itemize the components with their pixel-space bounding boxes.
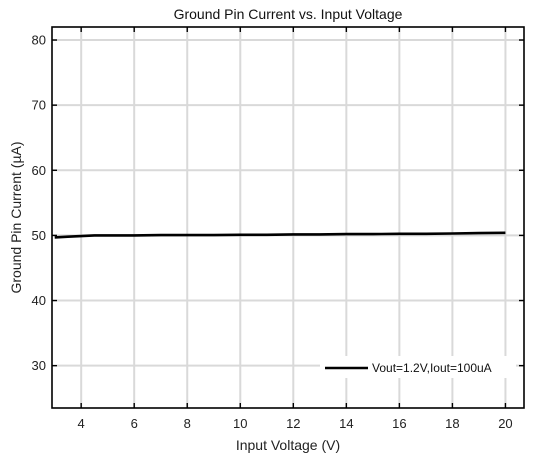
x-tick-label: 20 bbox=[498, 416, 512, 431]
x-tick-label: 8 bbox=[184, 416, 191, 431]
y-axis-title: Ground Pin Current (µA) bbox=[8, 141, 24, 293]
y-tick-label: 70 bbox=[32, 98, 46, 113]
x-tick-label: 16 bbox=[392, 416, 406, 431]
series-group bbox=[54, 231, 506, 239]
chart-title: Ground Pin Current vs. Input Voltage bbox=[174, 6, 403, 22]
series-line bbox=[54, 231, 506, 239]
y-tick-label: 50 bbox=[32, 228, 46, 243]
legend-label: Vout=1.2V,Iout=100uA bbox=[372, 361, 492, 375]
y-tick-label: 80 bbox=[32, 33, 46, 48]
x-tick-label: 4 bbox=[78, 416, 85, 431]
legend-background bbox=[320, 356, 516, 378]
x-tick-label: 18 bbox=[445, 416, 459, 431]
y-tick-label: 60 bbox=[32, 163, 46, 178]
plot-frame bbox=[51, 26, 525, 409]
x-tick-label: 14 bbox=[339, 416, 353, 431]
x-axis-title: Input Voltage (V) bbox=[236, 437, 340, 453]
x-tick-label: 10 bbox=[233, 416, 247, 431]
y-tick-label: 30 bbox=[32, 358, 46, 373]
x-tick-label: 12 bbox=[286, 416, 300, 431]
x-tick-label: 6 bbox=[131, 416, 138, 431]
legend: Vout=1.2V,Iout=100uA bbox=[320, 356, 516, 378]
y-tick-label: 40 bbox=[32, 293, 46, 308]
axis-ticks: 4 6 8 10 12 14 16 18 20 30 40 50 60 70 80 bbox=[32, 27, 524, 431]
